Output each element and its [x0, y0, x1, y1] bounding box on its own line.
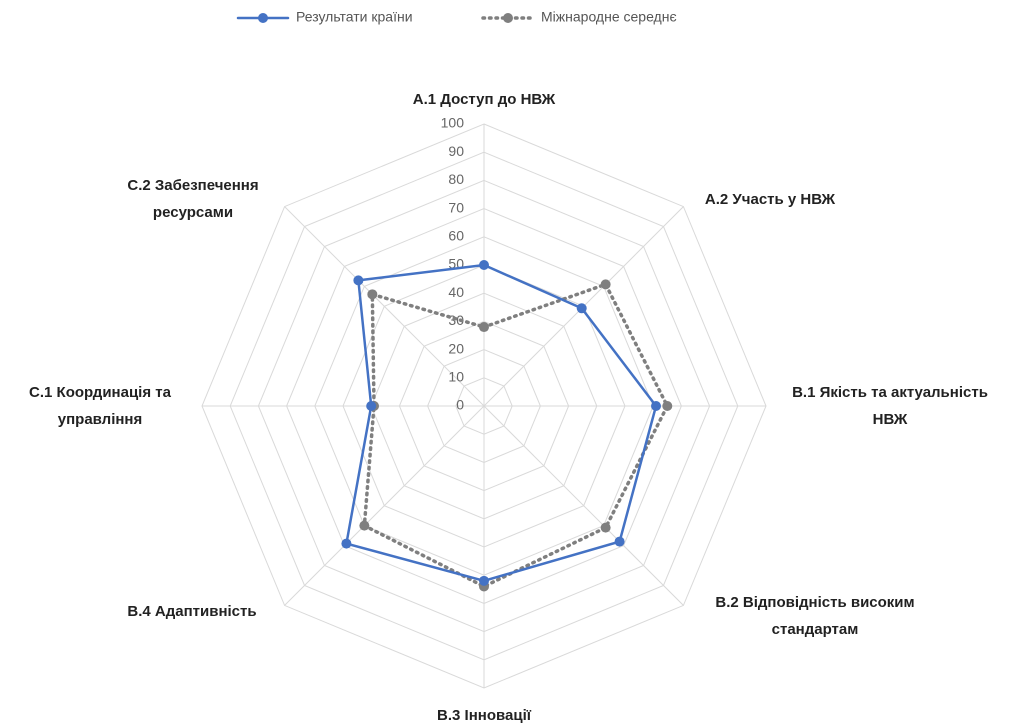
y-tick-label: 90 [448, 143, 464, 159]
category-label: В.2 Відповідність високим [715, 594, 914, 611]
y-tick-label: 10 [448, 369, 464, 385]
legend-marker [503, 13, 513, 23]
series-point [600, 522, 611, 533]
series-point [359, 520, 370, 531]
series-point [651, 401, 662, 411]
legend-label: Результати країни [296, 9, 413, 25]
category-label: А.1 Доступ до НВЖ [413, 91, 556, 108]
series-line [362, 282, 670, 589]
series-point [367, 289, 378, 300]
y-tick-label: 40 [448, 284, 464, 300]
series-point [479, 322, 489, 333]
series-point [479, 260, 489, 270]
category-label: С.1 Координація та [29, 384, 172, 401]
series-point [341, 538, 352, 549]
series-point [353, 275, 364, 286]
y-tick-label: 60 [448, 228, 464, 244]
category-label: ресурсами [153, 204, 233, 221]
spoke [284, 405, 485, 606]
legend-label: Міжнародне середнє [541, 9, 677, 25]
category-label: стандартам [772, 621, 859, 638]
y-tick-label: 20 [448, 340, 464, 356]
series-point [614, 536, 625, 547]
y-tick-label: 70 [448, 199, 464, 215]
category-label: В.1 Якість та актуальність [792, 384, 988, 401]
legend-marker [258, 13, 268, 23]
category-label: управління [58, 411, 143, 428]
series-point [662, 401, 673, 411]
y-tick-label: 80 [448, 171, 464, 187]
series-point [479, 575, 489, 586]
category-label: В.4 Адаптивність [127, 603, 256, 620]
y-tick-label: 100 [441, 115, 465, 131]
category-label: А.2 Участь у НВЖ [705, 191, 836, 208]
series-point [366, 401, 377, 411]
category-label: НВЖ [873, 411, 908, 428]
series-point [576, 303, 587, 314]
y-tick-label: 0 [456, 397, 464, 413]
spoke [483, 405, 684, 606]
category-label: С.2 Забезпечення [127, 177, 258, 194]
spoke [284, 206, 485, 407]
series-point [600, 279, 611, 290]
category-label: В.3 Інновації [437, 707, 532, 723]
